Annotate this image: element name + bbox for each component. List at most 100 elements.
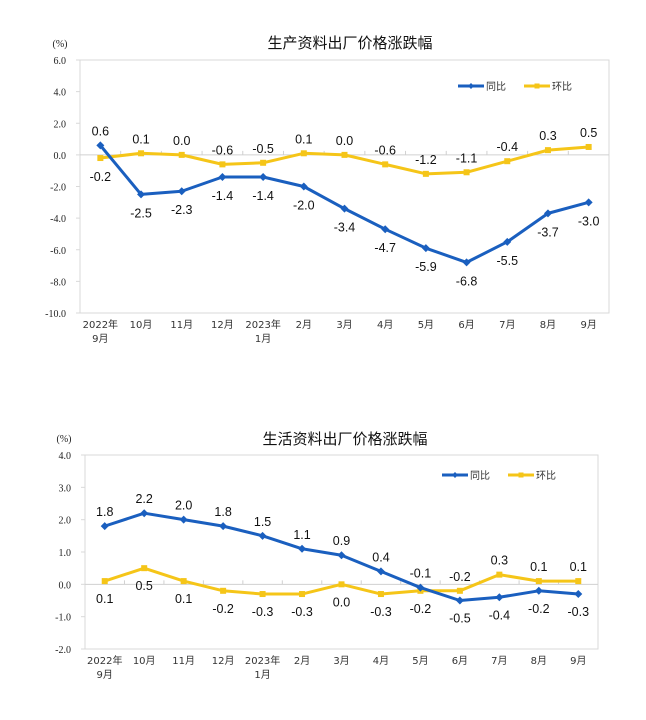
- y-tick-label: 1.0: [59, 548, 72, 559]
- data-point: [584, 198, 593, 207]
- data-point: [299, 182, 308, 191]
- data-label: 0.9: [333, 534, 350, 548]
- data-label: -4.7: [374, 241, 396, 255]
- data-label: -0.2: [90, 170, 112, 184]
- data-point: [585, 143, 592, 150]
- data-label: 2.2: [135, 492, 152, 506]
- data-point: [178, 151, 185, 158]
- data-point: [377, 591, 384, 598]
- x-tick-label: 2月: [294, 655, 310, 667]
- x-tick-label: 9月: [580, 319, 596, 331]
- x-tick-label: 8月: [531, 655, 547, 667]
- chart-producer-goods: 生产资料出厂价格涨跌幅 (%) 6.0 4.0 2.0 0.0 -2.0 -4.0 -6.0…: [45, 34, 610, 345]
- x-tick-label: 4月: [377, 319, 393, 331]
- data-point: [177, 187, 186, 196]
- x-tick-label: 2023年: [245, 318, 280, 331]
- data-point: [381, 225, 390, 234]
- x-tick-label: 4月: [373, 655, 389, 667]
- data-label: 1.8: [214, 505, 231, 519]
- data-label: 0.0: [336, 134, 353, 148]
- data-label: -0.3: [370, 605, 392, 619]
- data-label: -0.3: [567, 605, 589, 619]
- data-point: [463, 169, 470, 176]
- y-tick-label: -1.0: [55, 613, 71, 624]
- x-tick-label: 9月: [97, 669, 113, 681]
- data-point: [421, 244, 430, 253]
- y-tick-label: 0.0: [59, 580, 72, 591]
- data-point: [300, 150, 307, 157]
- data-point: [219, 161, 226, 168]
- data-label: 0.3: [539, 129, 556, 143]
- chart-title: 生活资料出厂价格涨跌幅: [262, 430, 427, 448]
- data-label: -0.4: [496, 140, 518, 154]
- data-label: 0.1: [132, 132, 149, 146]
- y-tick-label: 6.0: [54, 56, 67, 67]
- data-label: 0.6: [92, 124, 109, 138]
- legend-marker: [452, 472, 458, 478]
- x-tick-label: 8月: [540, 319, 556, 331]
- plot-area: [79, 59, 610, 314]
- data-label: 1.5: [254, 515, 271, 529]
- x-tick-label: 3月: [336, 319, 352, 331]
- x-tick-label: 10月: [133, 655, 156, 667]
- y-tick-label: -6.0: [50, 246, 66, 257]
- data-point: [179, 515, 188, 524]
- data-point: [455, 596, 464, 605]
- data-label: 2.0: [175, 499, 192, 513]
- data-point: [259, 591, 266, 598]
- data-point: [376, 567, 385, 576]
- y-tick-label: 2.0: [59, 516, 72, 527]
- data-point: [504, 158, 511, 165]
- x-tick-label: 3月: [333, 655, 349, 667]
- data-label: -2.3: [171, 203, 193, 217]
- data-label: -6.8: [456, 274, 478, 288]
- data-label: 0.1: [530, 560, 547, 574]
- data-label: -0.3: [252, 605, 274, 619]
- x-tick-label: 9月: [92, 333, 108, 345]
- data-point: [575, 578, 582, 585]
- data-point: [298, 544, 307, 553]
- data-point: [338, 581, 345, 588]
- data-label: -0.2: [410, 602, 432, 616]
- x-tick-label: 6月: [458, 319, 474, 331]
- data-point: [462, 258, 471, 267]
- data-point: [260, 159, 267, 166]
- x-tick-label: 11月: [172, 655, 195, 667]
- data-label: -2.0: [293, 199, 315, 213]
- x-tick-label: 12月: [211, 319, 234, 331]
- data-point: [496, 571, 503, 578]
- x-tick-label: 7月: [499, 319, 515, 331]
- y-tick-label: 3.0: [59, 483, 72, 494]
- x-tick-label: 7月: [491, 655, 507, 667]
- data-point: [100, 522, 109, 531]
- data-point: [218, 173, 227, 182]
- chart-consumer-goods: 生活资料出厂价格涨跌幅 (%) 4.0 3.0 2.0 1.0 0.0 -1.0 -2.0 2…: [55, 430, 599, 681]
- data-label: -0.1: [410, 567, 432, 581]
- data-point: [299, 591, 306, 598]
- y-tick-label: 0.0: [54, 151, 67, 162]
- data-point: [141, 565, 148, 572]
- data-point: [574, 590, 583, 599]
- legend-label: 环比: [536, 470, 556, 482]
- data-label: 0.3: [491, 554, 508, 568]
- data-label: 0.0: [173, 134, 190, 148]
- data-point: [258, 531, 267, 540]
- x-tick-label: 6月: [452, 655, 468, 667]
- data-label: 0.1: [570, 560, 587, 574]
- x-tick-label: 1月: [254, 669, 270, 681]
- x-tick-label: 5月: [418, 319, 434, 331]
- y-tick-label: 4.0: [54, 88, 67, 99]
- data-label: 0.1: [175, 592, 192, 606]
- data-point: [416, 583, 425, 592]
- data-point: [341, 151, 348, 158]
- data-label: 1.1: [293, 528, 310, 542]
- data-label: -1.1: [456, 151, 478, 165]
- legend-label: 同比: [486, 81, 506, 93]
- data-label: -0.4: [489, 608, 511, 622]
- legend-label: 环比: [552, 81, 572, 93]
- data-point: [138, 150, 145, 157]
- data-label: -3.0: [578, 214, 600, 228]
- x-tick-label: 2023年: [245, 654, 280, 667]
- data-label: 0.5: [580, 126, 597, 140]
